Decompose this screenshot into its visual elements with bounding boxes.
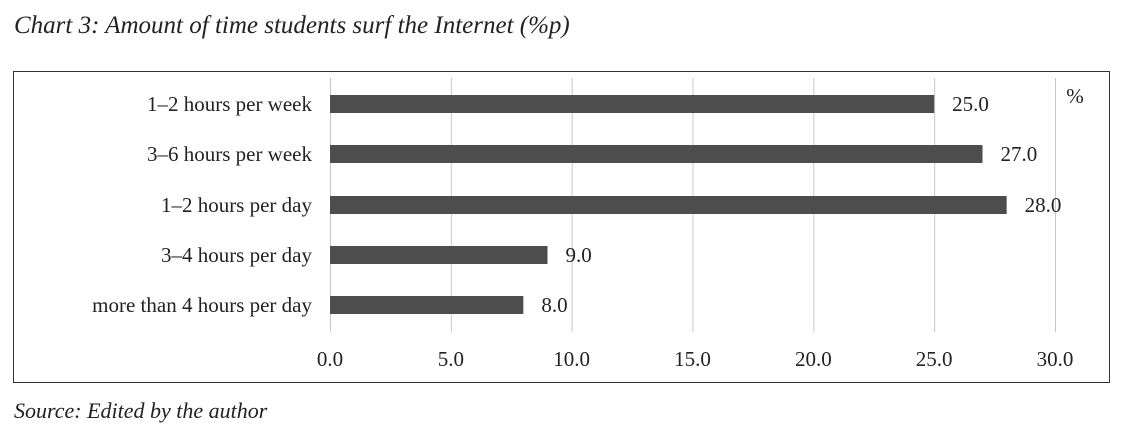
bar: [330, 296, 524, 314]
value-label: 9.0: [566, 243, 592, 267]
x-tick-label: 0.0: [317, 347, 343, 371]
unit-label: %: [1066, 84, 1084, 108]
category-labels: 1–2 hours per week 3–6 hours per week 1–2 …: [92, 92, 312, 317]
bar: [330, 196, 1007, 214]
x-tick-label: 25.0: [916, 347, 953, 371]
x-tick-label: 20.0: [795, 347, 832, 371]
value-label: 28.0: [1025, 193, 1062, 217]
bar: [330, 246, 548, 264]
source-note: Source: Edited by the author: [14, 398, 268, 423]
value-label: 25.0: [952, 92, 989, 116]
x-tick-label: 10.0: [553, 347, 590, 371]
x-tick-label: 15.0: [674, 347, 711, 371]
x-tick-labels: 0.0 5.0 10.0 15.0 20.0 25.0 30.0: [317, 347, 1074, 371]
value-label: 8.0: [541, 293, 567, 317]
bars: [330, 95, 1007, 314]
x-tick-label: 30.0: [1037, 347, 1074, 371]
bar: [330, 95, 935, 113]
value-labels: 25.0 27.0 28.0 9.0 8.0: [541, 92, 1061, 317]
category-label: 3–6 hours per week: [147, 142, 313, 166]
value-label: 27.0: [1001, 142, 1038, 166]
bar: [330, 145, 983, 163]
chart-frame: [13, 71, 1110, 383]
x-tick-label: 5.0: [438, 347, 464, 371]
chart-title: Chart 3: Amount of time students surf th…: [14, 12, 570, 39]
category-label: more than 4 hours per day: [92, 293, 312, 317]
category-label: 1–2 hours per week: [147, 92, 313, 116]
category-label: 3–4 hours per day: [161, 243, 313, 267]
category-label: 1–2 hours per day: [161, 193, 313, 217]
